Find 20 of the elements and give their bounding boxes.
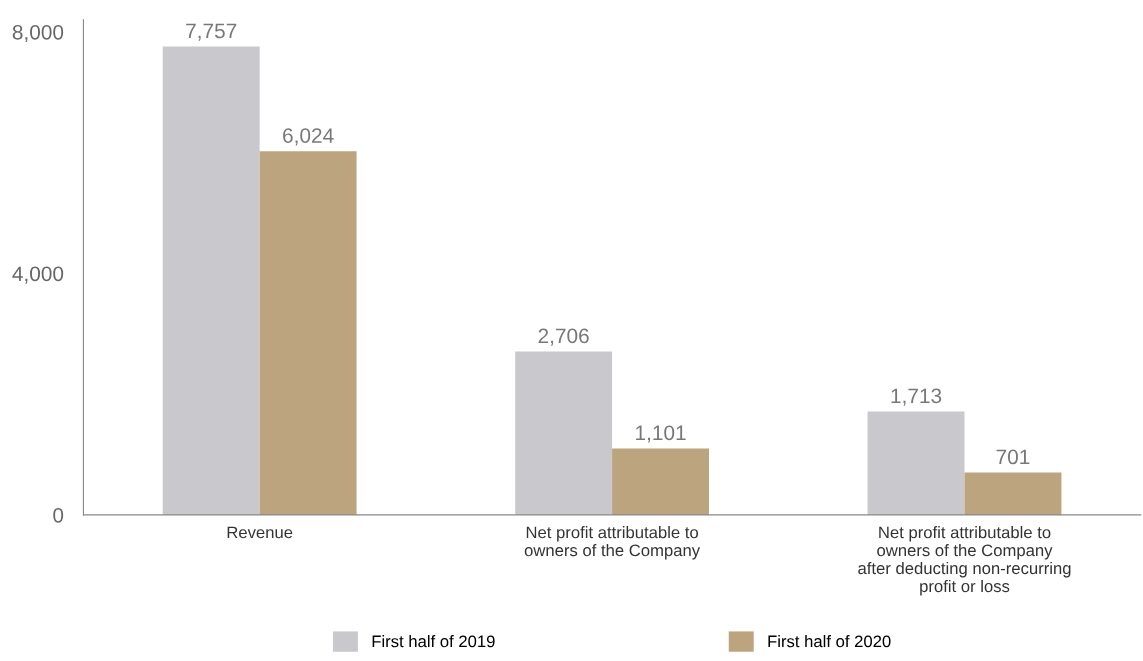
y-tick-label: 0	[53, 507, 64, 523]
bar	[259, 151, 357, 515]
bar	[964, 472, 1062, 515]
y-tick-label: 4,000	[12, 266, 64, 284]
data-label: 2,706	[538, 328, 589, 346]
data-label: 6,024	[283, 128, 334, 146]
x-tick-label: Net profit attributable to owners of the Company	[524, 526, 701, 560]
legend-label: First half of 2019	[372, 635, 495, 648]
bar	[162, 46, 260, 515]
data-label: 7,757	[186, 23, 237, 41]
x-tick-label: Net profit attributable to owners of the Company after deducting non-recurring profit or loss	[858, 526, 1071, 596]
data-label: 701	[996, 449, 1030, 465]
data-label: 1,101	[636, 425, 686, 443]
x-tick-label: Revenue	[227, 526, 293, 539]
bar	[612, 448, 709, 515]
y-tick-label: 8,000	[12, 24, 64, 43]
bar	[867, 411, 965, 515]
legend-label: First half of 2020	[768, 635, 891, 648]
data-label: 1,713	[891, 388, 942, 406]
bar	[515, 351, 613, 515]
